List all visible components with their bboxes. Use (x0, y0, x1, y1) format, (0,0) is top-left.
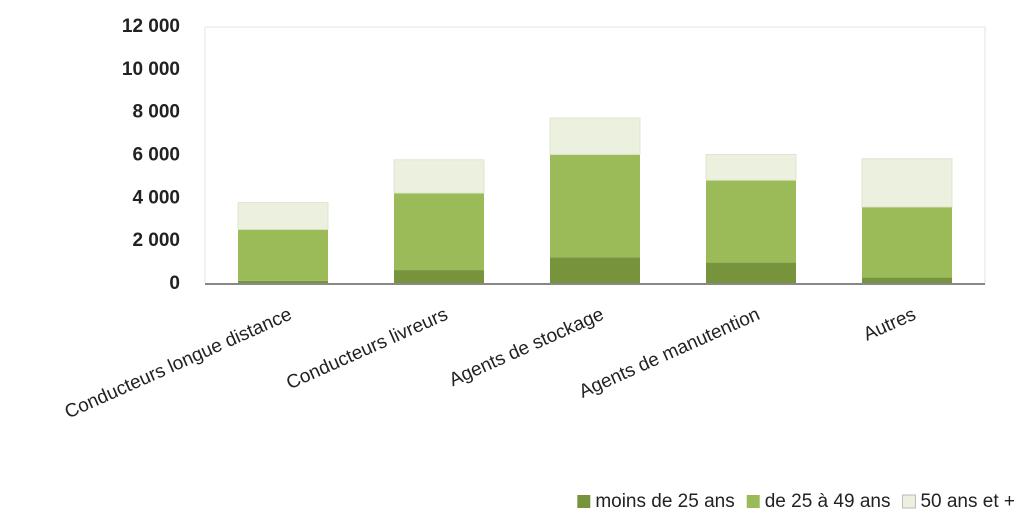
y-tick-label: 4 000 (132, 187, 180, 208)
x-tick-label: Conducteurs longue distance (62, 304, 295, 423)
legend-swatch (901, 494, 916, 509)
bar-segment (550, 154, 640, 258)
x-tick-label: Autres (860, 304, 919, 346)
bar-segment (394, 192, 484, 271)
y-tick-label: 2 000 (132, 230, 180, 251)
legend-label: 50 ans et + (920, 491, 1015, 512)
bar-segment (706, 180, 796, 263)
bar-segment (237, 202, 329, 230)
bar-segment (394, 270, 484, 284)
bar-segment (706, 262, 796, 284)
y-tick-label: 0 (169, 273, 180, 294)
bar-segment (393, 159, 485, 194)
y-tick-label: 6 000 (132, 145, 180, 166)
bar-segment (549, 117, 641, 155)
bar-segment (550, 257, 640, 284)
legend-swatch (746, 495, 760, 508)
legend-label: moins de 25 ans (595, 491, 734, 512)
x-tick-label: Conducteurs livreurs (283, 304, 451, 394)
bar-segment (705, 153, 797, 181)
y-tick-label: 12 000 (122, 16, 180, 37)
bar-segment (238, 280, 328, 284)
y-tick-label: 8 000 (132, 102, 180, 123)
legend-label: de 25 à 49 ans (765, 491, 891, 512)
bar-segment (238, 229, 328, 281)
bar-segment (862, 206, 952, 278)
x-tick-label: Agents de stockage (446, 304, 607, 391)
y-tick-label: 10 000 (122, 59, 180, 80)
legend-swatch (577, 495, 591, 508)
bar-segment (861, 158, 953, 208)
bar-segment (862, 277, 952, 284)
